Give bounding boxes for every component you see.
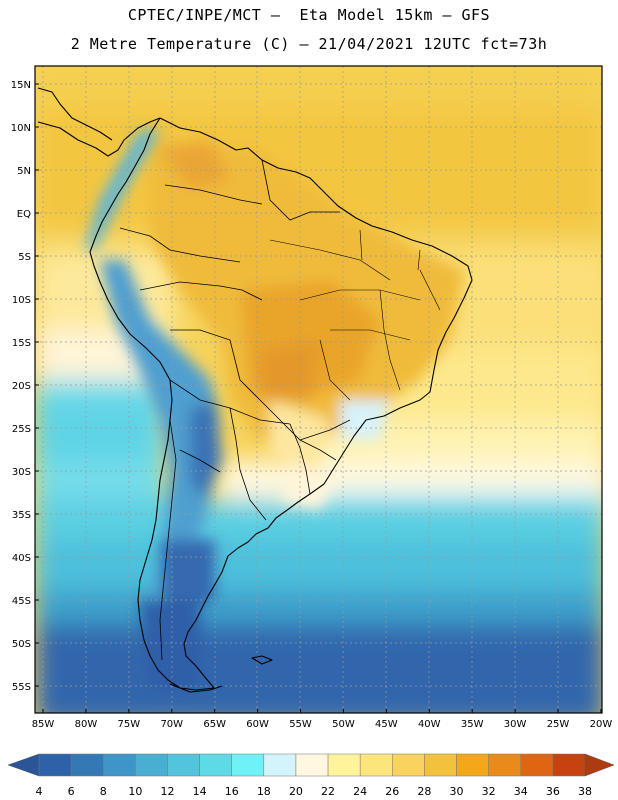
lat-tick-label: 45S — [12, 596, 31, 607]
longitude-labels: 85W 80W 75W 70W 65W 60W 55W 50W 45W 40W 35W 30W 25W 2… — [32, 709, 613, 730]
colorbar-high-arrow — [584, 753, 615, 777]
colorbar-label: 4 — [36, 785, 43, 798]
colorbar-label: 36 — [546, 785, 560, 798]
colorbar-swatch — [488, 753, 522, 777]
lat-tick-label: 10N — [11, 123, 31, 134]
title-line-2: 2 Metre Temperature (C) – 21/04/2021 12U… — [70, 35, 548, 53]
lon-tick-label: 25W — [547, 719, 570, 730]
lon-tick-label: 55W — [289, 719, 312, 730]
colorbar-swatch — [70, 753, 104, 777]
colorbar-swatch — [456, 753, 489, 777]
lon-tick-label: 30W — [504, 719, 527, 730]
lat-tick-label: 15N — [11, 80, 31, 91]
lon-tick-label: 70W — [160, 719, 183, 730]
colorbar-label: 16 — [225, 785, 239, 798]
colorbar-label: 10 — [128, 785, 142, 798]
lat-tick-label: 5S — [18, 252, 31, 263]
colorbar-low-arrow — [7, 753, 40, 777]
colorbar-swatch — [392, 753, 425, 777]
colorbar-label: 20 — [289, 785, 303, 798]
colorbar-swatch — [520, 753, 554, 777]
colorbar-swatch — [552, 753, 586, 777]
lat-tick-label: 10S — [12, 295, 31, 306]
colorbar-swatch — [359, 753, 393, 777]
lon-tick-label: 75W — [118, 719, 141, 730]
colorbar-label: 6 — [68, 785, 75, 798]
lon-tick-label: 35W — [461, 719, 484, 730]
lon-tick-label: 85W — [32, 719, 55, 730]
colorbar-label: 30 — [450, 785, 464, 798]
colorbar-swatch — [295, 753, 329, 777]
colorbar-swatch — [424, 753, 457, 777]
country-borders — [119, 159, 351, 661]
lat-tick-label: 50S — [12, 639, 31, 650]
lat-tick-label: 30S — [12, 467, 31, 478]
lat-tick-label: 40S — [12, 553, 31, 564]
central-america-coast — [37, 117, 161, 157]
lat-tick-label: 5N — [17, 166, 31, 177]
colorbar-label: 12 — [160, 785, 174, 798]
lon-tick-label: 60W — [246, 719, 269, 730]
coastlines — [37, 87, 473, 693]
lon-tick-label: 20W — [590, 719, 613, 730]
lat-tick-label: EQ — [17, 209, 31, 220]
central-america-north — [37, 87, 113, 141]
colorbar-swatch — [327, 753, 361, 777]
title-line-1: CPTEC/INPE/MCT – Eta Model 15km – GFS — [127, 6, 491, 24]
lat-tick-label: 25S — [12, 424, 31, 435]
colorbar-label: 38 — [578, 785, 592, 798]
latitude-labels: 15N 10N 5N EQ 5S 10S 15S 20S 25S 30S 35S 40S 45S 50S 5… — [11, 80, 39, 693]
colorbar-swatch — [199, 753, 232, 777]
colorbar-swatch — [102, 753, 136, 777]
colorbar-label: 28 — [417, 785, 431, 798]
colorbar-swatch — [167, 753, 200, 777]
lat-tick-label: 20S — [12, 381, 31, 392]
colorbar-label: 18 — [257, 785, 271, 798]
colorbar-label: 8 — [100, 785, 107, 798]
colorbar-label: 14 — [193, 785, 207, 798]
lat-tick-label: 55S — [12, 682, 31, 693]
colorbar-label: 26 — [385, 785, 399, 798]
colorbar-label: 32 — [482, 785, 496, 798]
lat-tick-label: 15S — [12, 338, 31, 349]
lon-tick-label: 40W — [418, 719, 441, 730]
lat-tick-label: 35S — [12, 510, 31, 521]
tierra-del-fuego — [169, 683, 223, 693]
colorbar-swatch — [38, 753, 72, 777]
lon-tick-label: 50W — [332, 719, 355, 730]
falklands — [251, 655, 273, 665]
colorbar-swatch — [263, 753, 297, 777]
colorbar-label: 34 — [514, 785, 528, 798]
temperature-field — [35, 66, 602, 713]
south-america-coast — [89, 117, 473, 691]
lon-tick-label: 80W — [75, 719, 98, 730]
map-frame — [34, 65, 603, 714]
temperature-map: 15N 10N 5N EQ 5S 10S 15S 20S 25S 30S 35S 40S 45S 50S 5… — [11, 65, 613, 730]
lon-tick-label: 45W — [375, 719, 398, 730]
colorbar-legend: 4 6 8 10 12 14 16 18 20 22 24 26 28 30 32 34 36 38 — [7, 753, 615, 798]
colorbar-swatch — [231, 753, 265, 777]
state-borders — [269, 229, 441, 401]
lon-tick-label: 65W — [203, 719, 226, 730]
colorbar-label: 22 — [321, 785, 335, 798]
colorbar-label: 24 — [353, 785, 367, 798]
colorbar-swatch — [135, 753, 168, 777]
